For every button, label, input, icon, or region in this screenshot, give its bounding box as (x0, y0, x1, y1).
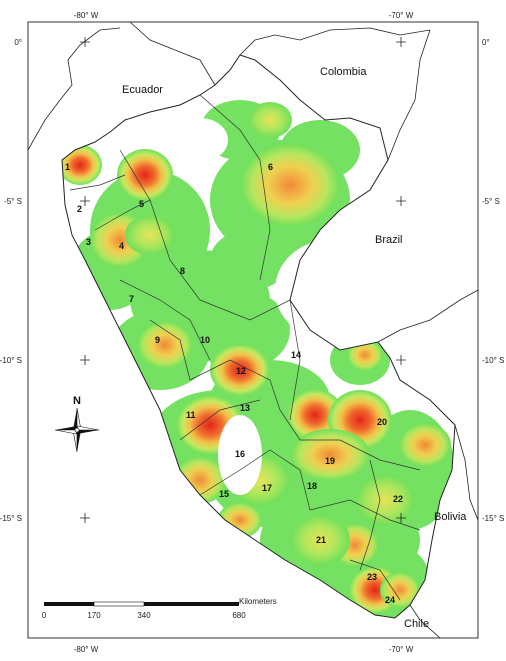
coord-left-4: -15° S (0, 514, 22, 523)
region-number: 22 (393, 494, 403, 504)
region-number: 17 (262, 483, 272, 493)
region-number: 19 (325, 456, 335, 466)
coord-left-3: -10° S (0, 356, 22, 365)
coord-bottom-1: -80° W (74, 645, 99, 654)
country-label-colombia: Colombia (320, 66, 367, 78)
country-label-bolivia: Bolivia (434, 511, 467, 523)
scale-tick: 340 (137, 611, 151, 620)
coord-right-3: -10° S (482, 356, 504, 365)
region-number: 14 (291, 350, 301, 360)
region-numbers: 1 2 3 4 5 6 7 8 9 10 11 12 13 14 15 16 1… (65, 162, 403, 605)
region-number: 10 (200, 335, 210, 345)
region-number: 11 (186, 410, 196, 420)
coord-top-1: -80° W (74, 11, 99, 20)
graticule-crosses (80, 37, 406, 523)
country-label-chile: Chile (404, 618, 429, 630)
region-number: 13 (240, 403, 250, 413)
region-number: 16 (235, 449, 245, 459)
scale-tick: 170 (87, 611, 101, 620)
region-number: 12 (236, 366, 246, 376)
region-number: 7 (129, 294, 134, 304)
country-label-ecuador: Ecuador (122, 84, 163, 96)
region-borders (69, 94, 421, 601)
heat-spots (62, 102, 451, 614)
region-number: 24 (385, 595, 395, 605)
country-label-brazil: Brazil (375, 234, 403, 246)
coord-top-2: -70° W (389, 11, 414, 20)
scale-unit: Kilometers (239, 597, 277, 606)
region-number: 8 (180, 266, 185, 276)
country-outlines (27, 21, 479, 639)
north-arrow-icon (54, 407, 100, 453)
region-number: 20 (377, 417, 387, 427)
region-number: 15 (219, 489, 229, 499)
region-number: 21 (316, 535, 326, 545)
coord-right-2: -5° S (482, 197, 500, 206)
region-number: 3 (86, 237, 91, 247)
scale-tick: 680 (232, 611, 246, 620)
region-number: 1 (65, 162, 70, 172)
scale-tick: 0 (42, 611, 47, 620)
coord-left-2: -5° S (4, 197, 22, 206)
region-number: 5 (139, 199, 144, 209)
region-number: 2 (77, 204, 82, 214)
peru-outline (61, 54, 456, 619)
scale-bar (44, 601, 239, 607)
region-number: 4 (119, 241, 124, 251)
coord-right-4: -15° S (482, 514, 504, 523)
scale-labels: Kilometers 0 170 340 680 (42, 597, 277, 620)
coord-left-1: 0° (14, 38, 22, 47)
region-number: 6 (268, 162, 273, 172)
country-labels: Ecuador Colombia Brazil Bolivia Chile (122, 66, 467, 630)
region-number: 18 (307, 481, 317, 491)
north-label: N (73, 395, 81, 407)
coordinate-labels: -80° W -70° W -80° W -70° W 0° -5° S -10… (0, 11, 504, 654)
region-number: 9 (155, 335, 160, 345)
coord-bottom-2: -70° W (389, 645, 414, 654)
coord-right-1: 0° (482, 38, 490, 47)
region-number: 23 (367, 572, 377, 582)
